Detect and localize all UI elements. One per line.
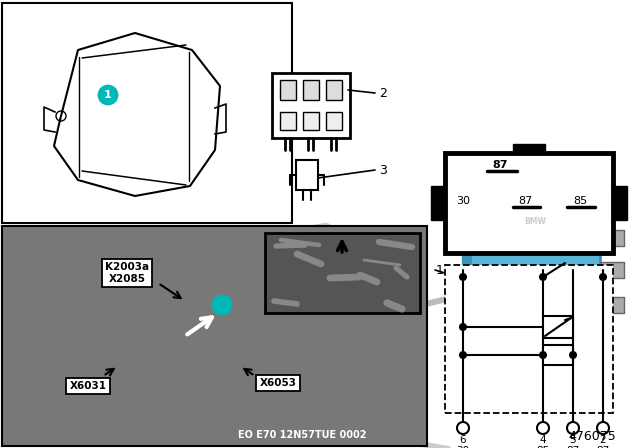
- Text: 87: 87: [566, 446, 580, 448]
- Bar: [445, 265, 613, 413]
- Circle shape: [540, 352, 546, 358]
- Text: 6: 6: [460, 435, 467, 445]
- Circle shape: [570, 352, 576, 358]
- Circle shape: [537, 422, 549, 434]
- Bar: [600, 297, 624, 313]
- Text: X6053: X6053: [259, 378, 296, 388]
- Text: 4: 4: [540, 435, 547, 445]
- Text: 87: 87: [518, 196, 532, 206]
- Bar: [2, 226, 427, 446]
- Text: 85: 85: [536, 446, 550, 448]
- Text: 30: 30: [456, 196, 470, 206]
- Bar: [2, 3, 292, 223]
- Bar: [303, 112, 319, 130]
- Bar: [470, 203, 600, 328]
- Text: 2: 2: [379, 86, 387, 99]
- Text: 1: 1: [436, 263, 444, 276]
- Circle shape: [460, 274, 466, 280]
- Text: 3: 3: [379, 164, 387, 177]
- Bar: [474, 207, 596, 235]
- Bar: [462, 248, 470, 268]
- Bar: [543, 345, 573, 365]
- Bar: [445, 153, 613, 253]
- Bar: [326, 80, 342, 100]
- Bar: [513, 144, 545, 153]
- Bar: [470, 290, 600, 328]
- Circle shape: [460, 324, 466, 330]
- Bar: [431, 186, 445, 220]
- Text: 87: 87: [492, 160, 508, 170]
- Text: 2: 2: [600, 435, 606, 445]
- Circle shape: [460, 352, 466, 358]
- Text: 476075: 476075: [568, 430, 616, 443]
- Bar: [600, 262, 624, 278]
- Bar: [613, 186, 627, 220]
- Text: 87: 87: [596, 446, 610, 448]
- Circle shape: [600, 274, 606, 280]
- Text: X6031: X6031: [70, 381, 106, 391]
- Bar: [272, 73, 350, 138]
- Circle shape: [457, 422, 469, 434]
- Text: 30: 30: [456, 446, 470, 448]
- Bar: [600, 230, 624, 246]
- Text: EO E70 12N57TUE 0002: EO E70 12N57TUE 0002: [237, 430, 366, 440]
- Bar: [280, 112, 296, 130]
- Bar: [303, 80, 319, 100]
- Bar: [280, 80, 296, 100]
- Circle shape: [567, 422, 579, 434]
- Text: 5: 5: [570, 435, 576, 445]
- Circle shape: [597, 422, 609, 434]
- Bar: [525, 195, 545, 203]
- Circle shape: [99, 86, 117, 104]
- Text: K2003a
X2085: K2003a X2085: [105, 262, 149, 284]
- Circle shape: [213, 296, 231, 314]
- Text: BMW: BMW: [524, 216, 546, 225]
- Bar: [543, 316, 573, 338]
- Bar: [296, 160, 318, 190]
- Circle shape: [540, 274, 546, 280]
- Bar: [326, 112, 342, 130]
- Bar: [265, 233, 420, 313]
- Text: 1: 1: [218, 300, 226, 310]
- Text: 85: 85: [573, 196, 587, 206]
- Text: 1: 1: [104, 90, 112, 100]
